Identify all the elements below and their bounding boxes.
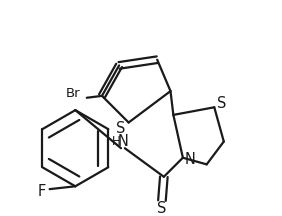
Text: S: S [217,96,226,111]
Text: S: S [157,201,167,216]
Text: H: H [112,135,121,148]
Text: F: F [38,184,46,199]
Text: N: N [185,152,196,167]
Text: Br: Br [66,87,81,100]
Text: S: S [116,121,126,136]
Text: N: N [118,134,128,149]
